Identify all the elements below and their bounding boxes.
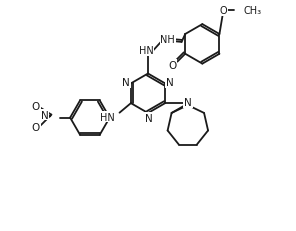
Text: HN: HN: [139, 46, 153, 55]
Text: N: N: [184, 98, 192, 108]
Text: N: N: [122, 78, 130, 88]
Text: HN: HN: [100, 112, 115, 122]
Text: O: O: [168, 60, 176, 70]
Text: O: O: [220, 6, 227, 16]
Text: O: O: [31, 123, 40, 133]
Text: N: N: [41, 110, 48, 120]
Text: CH₃: CH₃: [243, 6, 261, 16]
Text: N: N: [145, 113, 153, 123]
Text: N: N: [166, 78, 174, 88]
Text: O: O: [31, 101, 40, 111]
Text: NH: NH: [160, 35, 175, 45]
